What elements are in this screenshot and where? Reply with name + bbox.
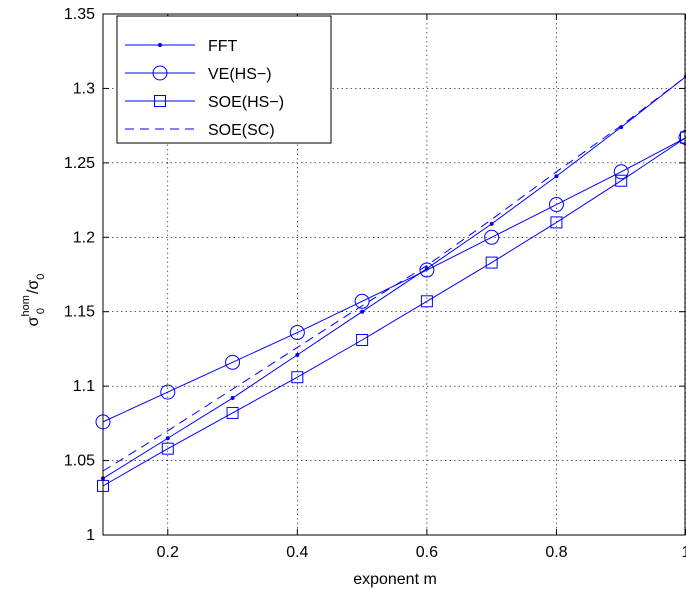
- plot-frame: [102, 13, 686, 536]
- legend-item: FFT: [125, 38, 238, 55]
- series-layer: [95, 74, 686, 492]
- data-point: [420, 295, 433, 308]
- data-point: [360, 309, 365, 314]
- legend-item: SOE(HS−): [125, 94, 284, 111]
- data-point: [554, 174, 559, 179]
- ticks: 0.2 0.4 0.6 0.8 1 1 1.05 1.1 1.15 1.2 1.25 1.3 1.35: [64, 6, 686, 561]
- legend-label: VE(HS−): [208, 66, 272, 83]
- data-point: [289, 325, 305, 341]
- legend-item: VE(HS−): [125, 65, 272, 83]
- legend-label: SOE(SC): [208, 122, 275, 139]
- data-point: [226, 406, 239, 419]
- data-point: [678, 130, 686, 146]
- data-point: [165, 436, 170, 441]
- data-point: [550, 216, 563, 229]
- data-point: [291, 371, 304, 384]
- data-point: [161, 442, 174, 455]
- y-tick-label: 1.1: [73, 378, 95, 395]
- y-tick-label: 1.05: [64, 453, 95, 470]
- y-tick-label: 1.2: [73, 229, 95, 246]
- legend: FFT VE(HS−) SOE(HS−) SOE(SC): [116, 15, 332, 144]
- data-point: [160, 384, 176, 400]
- data-point: [615, 174, 628, 187]
- series-1: [95, 130, 686, 430]
- y-label-separator: /σ: [25, 280, 42, 294]
- y-tick-label: 1.35: [64, 6, 95, 23]
- data-point: [295, 352, 300, 357]
- series-2: [97, 131, 686, 492]
- data-point: [356, 333, 369, 346]
- y-tick-label: 1: [86, 527, 95, 544]
- legend-item: SOE(SC): [125, 122, 275, 139]
- data-point: [680, 131, 686, 144]
- x-axis-label: exponent m: [353, 571, 437, 588]
- y-label-sub-zero: 0: [35, 308, 47, 314]
- data-point: [484, 229, 500, 245]
- series-line: [102, 76, 686, 472]
- data-point: [225, 354, 241, 370]
- data-point: [548, 197, 564, 213]
- series-line: [102, 137, 686, 487]
- legend-marker: [158, 43, 162, 47]
- y-tick-label: 1.25: [64, 155, 95, 172]
- legend-box: [116, 15, 332, 144]
- x-tick-label: 0.2: [157, 544, 179, 561]
- legend-label: SOE(HS−): [208, 94, 284, 111]
- y-axis-label: σhom 0/σ0: [20, 274, 47, 327]
- y-label-sup-hom: hom: [20, 295, 32, 316]
- y-tick-label: 1.3: [73, 80, 95, 97]
- x-tick-label: 0.4: [286, 544, 308, 561]
- data-point: [613, 164, 629, 180]
- y-tick-label: 1.15: [64, 304, 95, 321]
- legend-marker: [152, 65, 168, 81]
- legend-label: FFT: [208, 38, 238, 55]
- data-point: [489, 221, 494, 226]
- series-0: [101, 74, 686, 481]
- legend-marker: [154, 95, 166, 107]
- data-point: [230, 396, 235, 401]
- x-tick-label: 0.8: [545, 544, 567, 561]
- x-tick-label: 1: [682, 544, 686, 561]
- series-line: [102, 76, 686, 479]
- series-3: [102, 76, 686, 472]
- series-line: [102, 137, 686, 423]
- data-point: [485, 256, 498, 269]
- x-tick-label: 0.6: [416, 544, 438, 561]
- y-label-sub-zero-2: 0: [35, 274, 47, 280]
- y-label-sigma: σ: [25, 316, 42, 326]
